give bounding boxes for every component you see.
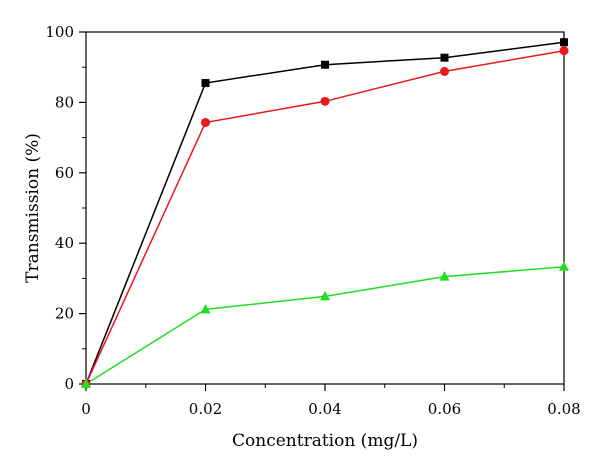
x-tick-label: 0.02 [189, 400, 222, 418]
series-3-marker [81, 378, 91, 388]
series-1-line [85, 41, 565, 385]
series-markers [81, 38, 569, 389]
series-3-marker [559, 261, 569, 271]
series-2-marker [201, 117, 210, 127]
series-3-marker [320, 290, 330, 301]
x-axis-label: Concentration (mg/L) [232, 431, 418, 451]
x-tick-label: 0 [81, 400, 91, 418]
y-axis-ticks: 0 20 40 60 80 100 [45, 23, 86, 393]
series-3-line [85, 266, 565, 385]
y-axis-label: Transmission (%) [23, 133, 43, 283]
x-tick-label: 0.06 [428, 400, 461, 418]
series-3-marker [439, 271, 450, 281]
x-axis-ticks: 0 0.02 0.04 0.06 0.08 [81, 384, 581, 418]
series-1-marker [440, 53, 449, 62]
y-tick-label: 0 [64, 375, 74, 393]
y-tick-label: 60 [55, 164, 74, 182]
series-2-marker [320, 96, 330, 106]
plot-frame [85, 31, 565, 385]
y-tick-label: 100 [45, 23, 74, 41]
y-tick-label: 20 [55, 305, 74, 323]
series-1-marker [321, 60, 329, 69]
x-tick-label: 0.08 [547, 400, 580, 418]
series-3-marker [200, 303, 211, 314]
series-2-marker [440, 66, 449, 76]
x-tick-label: 0.04 [308, 400, 341, 418]
series-lines [85, 41, 565, 385]
series-1-marker [560, 38, 568, 47]
series-1-marker [201, 79, 210, 88]
series-2-marker [559, 46, 569, 56]
y-tick-label: 40 [55, 234, 74, 252]
y-tick-label: 80 [55, 93, 74, 111]
